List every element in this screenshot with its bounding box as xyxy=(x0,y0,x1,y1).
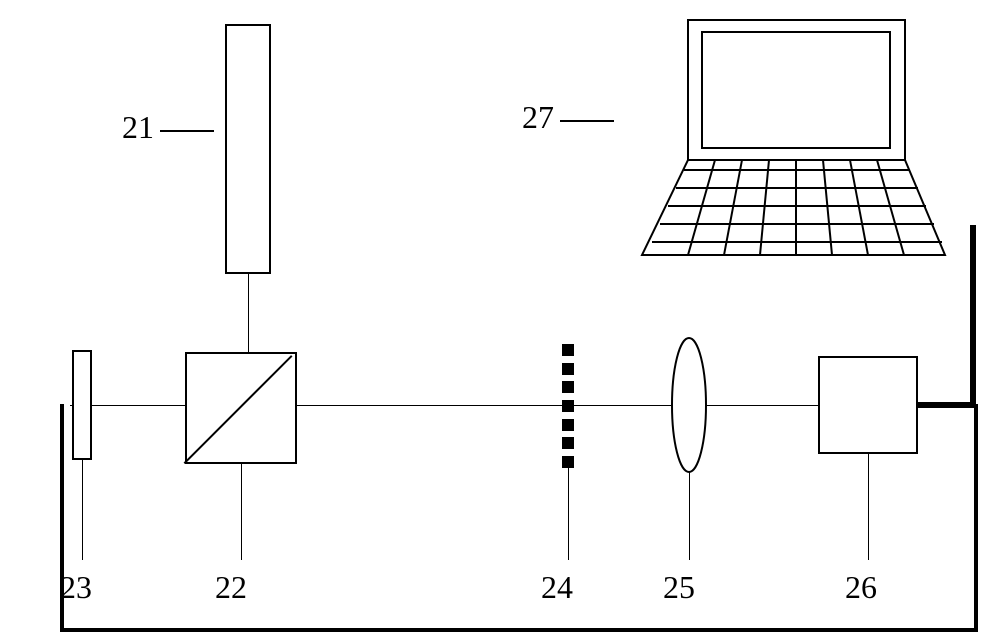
grating-dot xyxy=(562,344,574,356)
grating-dot xyxy=(562,437,574,449)
grating-dot xyxy=(562,419,574,431)
laser-source xyxy=(225,24,271,274)
detector xyxy=(818,356,918,454)
label-24: 24 xyxy=(541,570,573,606)
grating-dot xyxy=(562,381,574,393)
computer-cable-horizontal xyxy=(918,402,974,408)
lead-23 xyxy=(82,460,83,560)
label-22: 22 xyxy=(215,570,247,606)
grating-dot xyxy=(562,456,574,468)
grating xyxy=(562,344,574,468)
lead-26 xyxy=(868,454,869,560)
grating-dot xyxy=(562,363,574,375)
lead-25 xyxy=(689,472,690,560)
label-26: 26 xyxy=(845,570,877,606)
lens xyxy=(669,335,709,475)
beamsplitter xyxy=(185,352,297,464)
mirror xyxy=(72,350,92,460)
computer-cable-vertical xyxy=(970,225,976,408)
label-27: 27 xyxy=(522,100,620,136)
grating-dot xyxy=(562,400,574,412)
laser-beam-vertical xyxy=(248,274,249,352)
label-25: 25 xyxy=(663,570,695,606)
label-23: 23 xyxy=(60,570,92,606)
lead-24 xyxy=(568,468,569,560)
label-21: 21 xyxy=(122,110,220,146)
computer-icon xyxy=(620,10,950,265)
lead-22 xyxy=(241,464,242,560)
